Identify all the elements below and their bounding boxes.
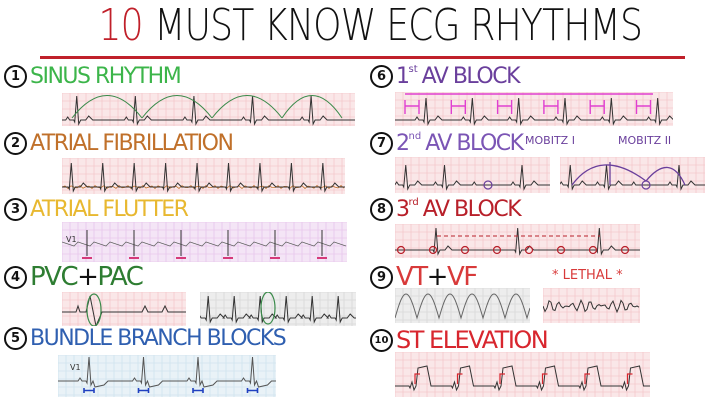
- st-marker: [456, 373, 463, 384]
- pr-interval-marker: [496, 100, 513, 114]
- ecg-trace: [395, 365, 650, 392]
- vf-trace: [543, 299, 640, 314]
- ecg-strip-pvc: [62, 292, 186, 326]
- ecg-strip-vt: [395, 288, 530, 323]
- vt-trace: [395, 293, 530, 320]
- st-marker: [541, 373, 548, 384]
- lead-label-v1-bbb: V1: [70, 363, 81, 372]
- grid-background: [395, 288, 530, 323]
- ecg-strip-st-elevation: [395, 352, 650, 397]
- ecg-strip-3rd-av: [395, 224, 640, 258]
- qrs-width-marker: [137, 388, 150, 393]
- label-mobitz-1: MOBITZ I: [525, 134, 575, 147]
- qrs-width-marker: [83, 388, 95, 393]
- label-st-elevation: 10 ST ELEVATION: [370, 326, 549, 354]
- label-atrial-fibrillation: 2 ATRIAL FIBRILLATION: [4, 131, 234, 156]
- title-underline: [40, 56, 685, 59]
- qrs-width-marker: [192, 388, 204, 393]
- ecg-strip-afib: [62, 158, 345, 194]
- ecg-strip-pac: [200, 292, 356, 326]
- page-title: 10 MUST KNOW ECG RHYTHMS: [98, 0, 643, 51]
- ecg-trace: [395, 164, 550, 191]
- label-atrial-flutter: 3 ATRIAL FLUTTER: [4, 197, 189, 222]
- ecg-strip-mobitz1: [395, 157, 550, 193]
- pr-interval-marker: [450, 100, 466, 114]
- ecg-trace: [62, 95, 355, 126]
- pr-interval-marker: [589, 100, 605, 114]
- ecg-strip-vf: [543, 288, 640, 323]
- ecg-strip-1st-av: [395, 92, 673, 126]
- grid-lines: [543, 288, 640, 323]
- st-marker: [499, 373, 505, 384]
- ecg-trace: [395, 97, 673, 126]
- grid-background: [543, 288, 640, 323]
- lead-label-v1: V1: [66, 235, 77, 244]
- lethal-note: * LETHAL *: [552, 268, 623, 283]
- ecg-strip-aflutter: [62, 222, 347, 262]
- pr-interval-marker: [635, 100, 652, 114]
- ecg-trace: [395, 227, 640, 256]
- grid-background: [395, 92, 673, 126]
- rr-interval-arc: [281, 95, 343, 119]
- flutter-waves: [62, 241, 347, 247]
- ecg-trace: [200, 295, 356, 324]
- grid-lines: [58, 355, 276, 397]
- p-wave-circle: [620, 245, 630, 255]
- grid-background: [62, 292, 186, 326]
- pac-circle: [260, 292, 276, 325]
- p-wave-circle: [556, 245, 566, 255]
- p-wave-circle: [460, 245, 470, 255]
- p-wave-circle: [428, 245, 438, 255]
- label-sinus-rhythm: 1 SINUS RHYTHM: [4, 64, 182, 89]
- st-marker: [584, 373, 590, 384]
- grid-background: [395, 157, 550, 193]
- ecg-trace: [62, 295, 186, 326]
- label-mobitz-2: MOBITZ II: [618, 134, 672, 147]
- p-wave-circle: [396, 245, 406, 255]
- rr-interval-arc: [211, 95, 283, 119]
- grid-lines: [395, 288, 530, 323]
- ecg-strip-mobitz2: [560, 157, 705, 193]
- ecg-strip-sinus: [62, 93, 355, 126]
- qrs-width-marker: [246, 388, 259, 393]
- pr-interval-marker: [543, 100, 559, 114]
- label-vt-vf: 9 VT + VF: [370, 262, 478, 292]
- st-marker: [414, 373, 420, 384]
- grid-background: [395, 352, 650, 397]
- label-bundle-branch-blocks: 5 BUNDLE BRANCH BLOCKS: [4, 326, 287, 351]
- ecg-strip-bbb: [58, 355, 276, 397]
- grid-lines: [62, 158, 345, 194]
- grid-background: [62, 222, 347, 262]
- rr-interval-arc: [71, 95, 143, 119]
- label-pvc-pac: 4 PVC + PAC: [4, 262, 144, 292]
- pvc-circle: [86, 293, 102, 326]
- rr-interval-arc: [141, 95, 213, 119]
- p-wave-circle: [588, 245, 598, 255]
- mobitz-arc: [571, 162, 686, 186]
- ecg-trace: [62, 162, 345, 193]
- grid-lines: [200, 292, 356, 326]
- p-wave-circle: [524, 245, 534, 255]
- grid-background: [200, 292, 356, 326]
- pr-interval-marker: [404, 100, 420, 114]
- dropped-beat-circle: [483, 180, 493, 190]
- grid-lines: [62, 292, 186, 326]
- p-wave-circle: [492, 245, 502, 255]
- ecg-trace: [58, 356, 276, 388]
- st-marker: [626, 373, 633, 384]
